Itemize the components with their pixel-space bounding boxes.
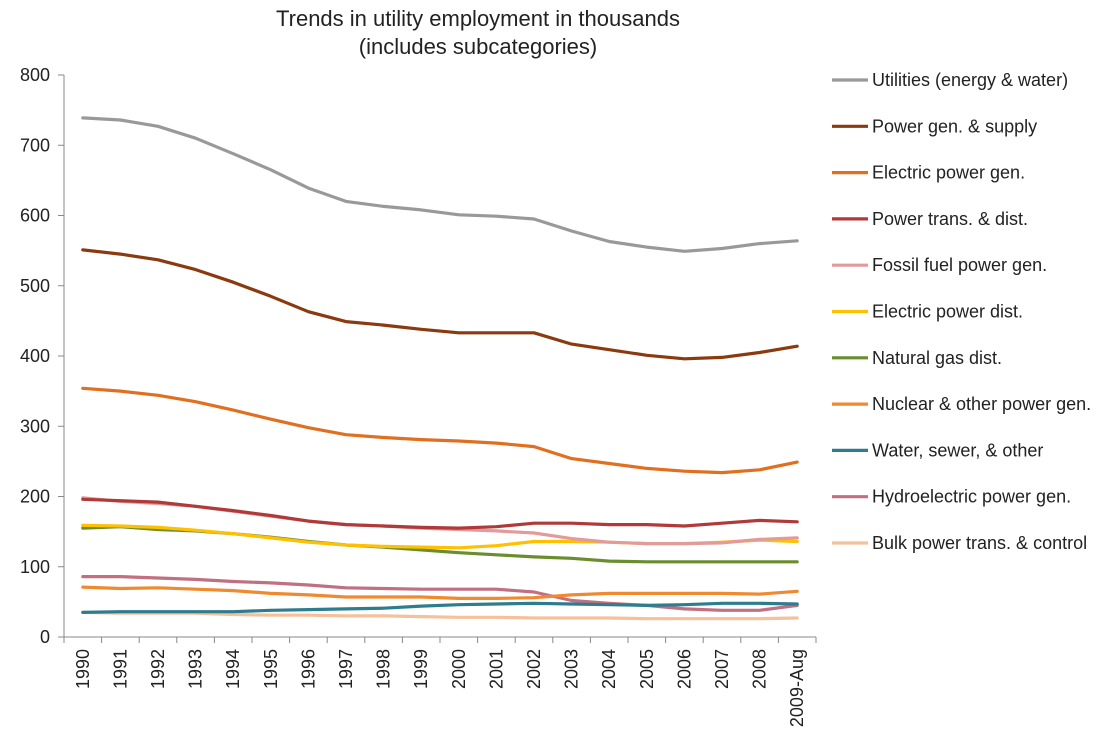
legend-label: Natural gas dist. bbox=[872, 348, 1002, 368]
legend-label: Hydroelectric power gen. bbox=[872, 487, 1071, 507]
x-tick-label: 2000 bbox=[449, 649, 469, 689]
chart-title-line-1: Trends in utility employment in thousand… bbox=[276, 6, 680, 31]
series-line bbox=[81, 248, 799, 361]
x-tick-label: 2008 bbox=[750, 649, 770, 689]
series-line bbox=[81, 116, 799, 253]
legend-label: Electric power dist. bbox=[872, 302, 1023, 322]
legend-label: Power gen. & supply bbox=[872, 116, 1037, 136]
legend-label: Nuclear & other power gen. bbox=[872, 394, 1091, 414]
legend-label: Fossil fuel power gen. bbox=[872, 255, 1047, 275]
x-tick-label: 1990 bbox=[73, 649, 93, 689]
y-tick-label: 300 bbox=[20, 416, 50, 436]
chart-title-line-2: (includes subcategories) bbox=[359, 34, 597, 59]
y-tick-label: 400 bbox=[20, 346, 50, 366]
y-tick-label: 200 bbox=[20, 487, 50, 507]
x-tick-label: 1994 bbox=[223, 649, 243, 689]
x-tick-label: 1997 bbox=[336, 649, 356, 689]
x-tick-label: 2001 bbox=[486, 649, 506, 689]
x-tick-label: 2007 bbox=[712, 649, 732, 689]
y-tick-label: 800 bbox=[20, 65, 50, 85]
y-tick-label: 700 bbox=[20, 135, 50, 155]
series-lines bbox=[81, 116, 799, 621]
series-line bbox=[81, 497, 799, 530]
x-tick-label: 1996 bbox=[298, 649, 318, 689]
x-tick-label: 1991 bbox=[110, 649, 130, 689]
series-line bbox=[81, 386, 799, 475]
series-line bbox=[81, 610, 799, 621]
y-tick-label: 500 bbox=[20, 276, 50, 296]
x-tick-label: 2006 bbox=[674, 649, 694, 689]
x-tick-label: 1998 bbox=[374, 649, 394, 689]
legend-label: Bulk power trans. & control bbox=[872, 533, 1087, 553]
legend-label: Water, sewer, & other bbox=[872, 440, 1043, 460]
y-axis-ticks: 0 100 200 300 400 500 600 700 800 bbox=[20, 65, 64, 647]
x-tick-label: 2009-Aug bbox=[787, 649, 807, 727]
series-line bbox=[81, 585, 799, 601]
y-tick-label: 0 bbox=[40, 627, 50, 647]
legend-label: Utilities (energy & water) bbox=[872, 70, 1068, 90]
x-tick-label: 2003 bbox=[562, 649, 582, 689]
y-tick-label: 100 bbox=[20, 557, 50, 577]
x-tick-label: 2005 bbox=[637, 649, 657, 689]
x-tick-label: 1992 bbox=[148, 649, 168, 689]
x-tick-label: 1999 bbox=[411, 649, 431, 689]
series-line bbox=[81, 574, 799, 612]
series-line bbox=[81, 601, 799, 615]
legend-label: Power trans. & dist. bbox=[872, 209, 1028, 229]
legend: Utilities (energy & water) Power gen. & s… bbox=[832, 70, 1091, 553]
x-axis-ticks: 1990 1991 1992 1993 1994 1995 1996 1997 1998 1999… bbox=[63, 637, 817, 727]
x-tick-label: 1993 bbox=[186, 649, 206, 689]
x-tick-label: 2002 bbox=[524, 649, 544, 689]
legend-label: Electric power gen. bbox=[872, 163, 1025, 183]
chart-title: Trends in utility employment in thousand… bbox=[276, 6, 680, 59]
y-tick-label: 600 bbox=[20, 206, 50, 226]
x-tick-label: 2004 bbox=[599, 649, 619, 689]
x-tick-label: 1995 bbox=[261, 649, 281, 689]
